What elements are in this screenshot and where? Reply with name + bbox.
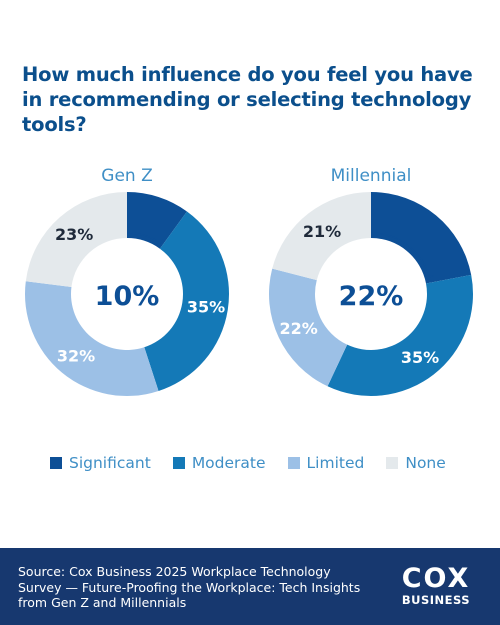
slice-label: 22% [279, 319, 317, 338]
donut-slice-limited [269, 268, 348, 387]
chart-title: How much influence do you feel you have … [22, 63, 473, 136]
legend-swatch [172, 457, 185, 469]
cox-business-logo: COX BUSINESS [396, 565, 476, 608]
donut-slice-limited [24, 281, 159, 396]
donut-center-label: 10% [95, 281, 160, 312]
donut-slice-none [25, 192, 128, 287]
donut-charts: 35% 32% 23% 10% 35% 22% 21% 22% [24, 192, 473, 396]
legend-label: Moderate [191, 454, 266, 472]
legend-item-significant: Significant [50, 454, 151, 472]
legend-label: Significant [69, 454, 151, 472]
slice-label: 23% [55, 225, 93, 244]
legend-item-moderate: Moderate [172, 454, 266, 472]
chart-label-millennial: Millennial [330, 166, 412, 186]
donut-slice-none [272, 192, 371, 281]
footer: Source: Cox Business 2025 Workplace Tech… [0, 548, 500, 625]
highlight-arc-tick [429, 275, 434, 278]
legend-swatch [386, 457, 399, 469]
donut-slice-moderate [327, 274, 473, 396]
slice-label: 21% [303, 222, 341, 241]
source-text: Source: Cox Business 2025 Workplace Tech… [18, 564, 361, 610]
highlight-arc [370, 232, 431, 278]
slice-label: 35% [187, 298, 225, 317]
slice-label: 32% [57, 347, 95, 366]
legend-swatch [287, 457, 300, 469]
legend-item-limited: Limited [287, 454, 365, 472]
donut-center-label: 22% [339, 281, 404, 312]
highlight-arc-tick [160, 239, 164, 244]
legend-label: None [405, 454, 446, 472]
legend-label: Limited [306, 454, 365, 472]
legend-item-none: None [386, 454, 446, 472]
slice-label: 35% [401, 348, 439, 367]
legend-swatch [50, 457, 62, 469]
logo-sub-text: BUSINESS [401, 593, 471, 607]
logo-main-text: COX [401, 563, 471, 594]
highlight-arc [126, 232, 161, 244]
chart-label-gen-z: Gen Z [101, 166, 153, 186]
legend: Significant Moderate Limited None [50, 454, 468, 472]
donut-slice-significant [371, 192, 472, 284]
donut-slice-moderate [144, 211, 229, 392]
